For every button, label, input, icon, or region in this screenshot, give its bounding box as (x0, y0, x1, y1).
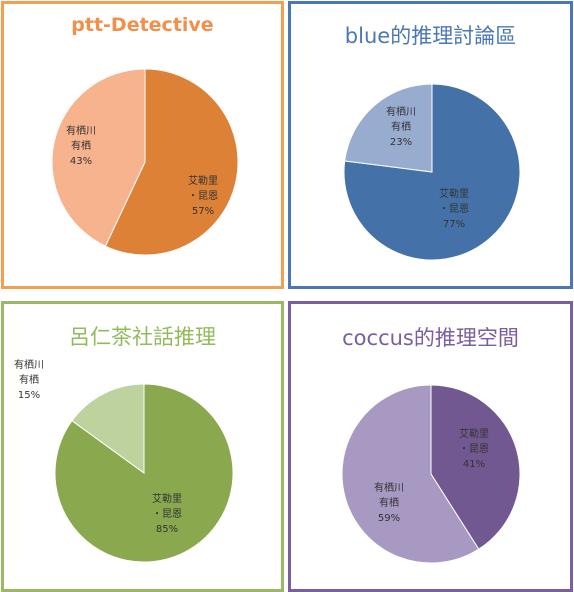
chart-panel-ptt-detective: 艾勒里・昆恩 57% 有栖川有栖 43% ptt-Detective (1, 1, 284, 289)
pie-slice (51, 68, 146, 247)
slice-data-label: 有栖川有栖 23% (386, 105, 416, 148)
slice-data-label: 艾勒里・昆恩 41% (459, 427, 489, 470)
chart-panel-coccus: 艾勒里・昆恩 41% 有栖川有栖 59% coccus的推理空間 (288, 301, 573, 592)
slice-data-label: 艾勒里・昆恩 77% (439, 187, 469, 230)
chart-panel-lu-ren-cha-she: 艾勒里・昆恩 85% 有栖川有栖 15% 呂仁茶社話推理 (1, 301, 284, 592)
chart-title: 呂仁茶社話推理 (69, 325, 216, 349)
pie-chart-blue: 艾勒里・昆恩 77% 有栖川有栖 23% (343, 83, 521, 261)
pie-slice (341, 384, 480, 564)
chart-title: blue的推理討論區 (344, 24, 517, 48)
slice-data-label: 艾勒里・昆恩 57% (188, 174, 218, 217)
pie-slice (430, 384, 521, 550)
slice-data-label: 有栖川有栖 43% (66, 124, 96, 167)
chart-title: coccus的推理空間 (342, 326, 519, 350)
pie-slice (104, 68, 239, 256)
pie-slice (344, 83, 433, 173)
pie-chart-ptt-detective: 艾勒里・昆恩 57% 有栖川有栖 43% (51, 68, 239, 256)
slice-data-label: 有栖川有栖 59% (374, 481, 404, 524)
chart-panel-blue: 艾勒里・昆恩 77% 有栖川有栖 23% blue的推理討論區 (288, 1, 573, 289)
pie-chart-coccus: 艾勒里・昆恩 41% 有栖川有栖 59% (341, 384, 521, 564)
slice-data-label: 有栖川有栖 15% (14, 358, 44, 401)
pie-slice (71, 383, 145, 474)
slice-data-label: 艾勒里・昆恩 85% (152, 492, 182, 535)
pie-chart-lu-ren-cha-she: 艾勒里・昆恩 85% 有栖川有栖 15% (14, 358, 234, 563)
chart-title: ptt-Detective (71, 14, 214, 36)
